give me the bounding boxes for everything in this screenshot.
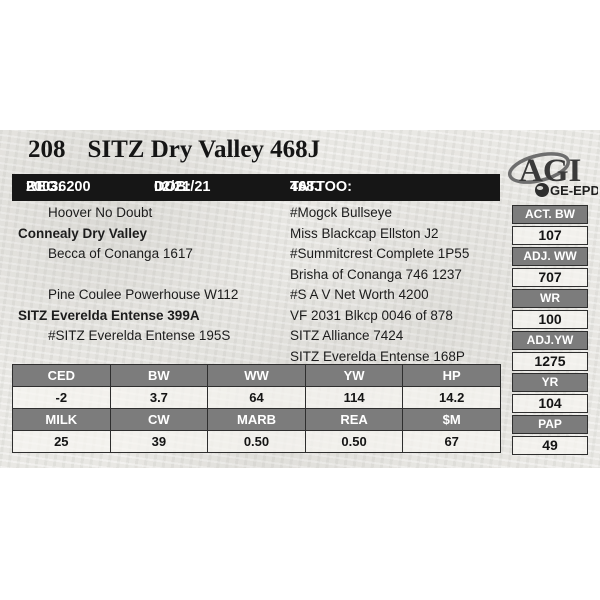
stat-label-act-bw: ACT. BW [512,205,588,224]
reg-label: REG: [26,179,63,195]
epd-header-row: MILK CW MARB REA $M [12,408,501,431]
epd-header-hp: HP [402,364,501,387]
stat-label-adj-yw: ADJ.YW [512,331,588,350]
tattoo-value: 468J [290,179,323,195]
lot-title: 208 SITZ Dry Valley 468J [28,136,320,164]
lot-number: 208 [28,136,66,163]
stat-value-act-bw: 107 [512,226,588,245]
stat-value-pap: 49 [512,436,588,455]
orbit-swoosh-icon [507,152,571,184]
globe-icon [535,183,549,197]
pedigree-ancestor: VF 2031 Blkcp 0046 of 878 [290,307,453,323]
stat-label-adj-ww: ADJ. WW [512,247,588,266]
pedigree-ancestor: SITZ Alliance 7424 [290,328,404,343]
epd-table: CED BW WW YW HP -2 3.7 64 114 14.2 MILK … [12,364,501,453]
epd-value-ced: -2 [12,386,111,409]
stat-value-wr: 100 [512,310,588,329]
agi-logo: AGI GE-EPD [507,152,598,198]
id-bar: REG: 20036200 DOB: 02/21/21 TATTOO: 468J [12,174,500,201]
pedigree-ancestor: Miss Blackcap Ellston J2 [290,225,439,241]
epd-value-marb: 0.50 [207,430,306,453]
stat-label-yr: YR [512,373,588,392]
pedigree-dam-granddam: #SITZ Everelda Entense 195S [48,328,231,343]
stat-label-wr: WR [512,289,588,308]
pedigree-dam: SITZ Everelda Entense 399A [18,307,200,323]
epd-header-yw: YW [304,364,404,387]
stat-value-yr: 104 [512,394,588,413]
pedigree-ancestor: Brisha of Conanga 746 1237 [290,266,462,282]
epd-value-hp: 14.2 [402,386,501,409]
epd-header-marb: MARB [207,408,306,431]
animal-name: SITZ Dry Valley 468J [87,136,321,163]
epd-header-bw: BW [109,364,209,387]
pedigree-dam-grandsire: Pine Coulee Powerhouse W112 [48,287,239,302]
pedigree-ancestor: #Mogck Bullseye [290,205,393,220]
epd-header-rea: REA [304,408,404,431]
epd-value-rea: 0.50 [304,430,404,453]
stat-value-adj-ww: 707 [512,268,588,287]
epd-value-row: 25 39 0.50 0.50 67 [12,430,501,453]
pedigree-sire-granddam: Becca of Conanga 1617 [48,246,193,261]
epd-header-cw: CW [109,408,209,431]
performance-sidebar: ACT. BW 107 ADJ. WW 707 WR 100 ADJ.YW 12… [512,205,588,457]
globe-highlight [536,186,544,190]
epd-header-milk: MILK [12,408,111,431]
pedigree-ancestor: SITZ Everelda Entense 168P [290,348,465,364]
epd-value-dollar-m: 67 [402,430,501,453]
tattoo-label: TATTOO: [290,179,353,195]
lot-card: 208 SITZ Dry Valley 468J REG: 20036200 DO… [0,130,600,468]
epd-value-yw: 114 [304,386,404,409]
stat-label-pap: PAP [512,415,588,434]
stat-value-adj-yw: 1275 [512,352,588,371]
pedigree-ancestor: #Summitcrest Complete 1P55 [290,246,470,261]
agi-logo-text: AGI [519,153,581,189]
reg-value: 20036200 [26,179,91,195]
pedigree-sire-grandsire: Hoover No Doubt [48,205,153,220]
pedigree-ancestor: #S A V Net Worth 4200 [290,287,429,302]
dob-label: DOB: [154,179,192,195]
ge-epd-label: GE-EPD [550,183,598,198]
epd-value-row: -2 3.7 64 114 14.2 [12,386,501,409]
epd-value-cw: 39 [109,430,209,453]
epd-header-ced: CED [12,364,111,387]
epd-header-row: CED BW WW YW HP [12,364,501,387]
pedigree-sire: Connealy Dry Valley [18,225,148,241]
epd-value-milk: 25 [12,430,111,453]
epd-header-ww: WW [207,364,306,387]
epd-value-bw: 3.7 [109,386,209,409]
epd-value-ww: 64 [207,386,306,409]
dob-value: 02/21/21 [154,179,211,195]
epd-header-dollar-m: $M [402,408,501,431]
